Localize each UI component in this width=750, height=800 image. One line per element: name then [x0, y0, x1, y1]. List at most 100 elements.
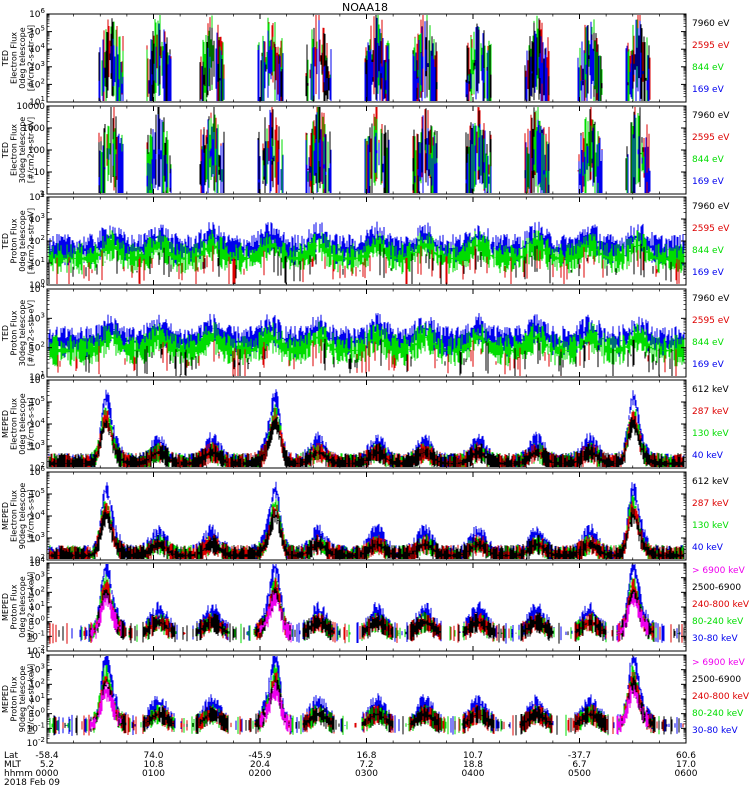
- series-trace: [85, 337, 673, 376]
- x-tick-hhmm: 0000: [36, 769, 59, 779]
- x-tick-mlt: 17.0: [676, 760, 696, 770]
- chart-title: NOAA18: [341, 1, 389, 14]
- legend-label: 612 keV: [692, 385, 729, 395]
- legend-label: 80-240 keV: [692, 617, 744, 627]
- y-tick-label: 100: [28, 146, 45, 156]
- legend-label: 169 eV: [692, 268, 725, 278]
- y-axis-label: MEPED Proton Flux 90deg telescope [#/cm2-s-…: [1, 664, 36, 735]
- y-axis-label-line: TED: [1, 50, 10, 67]
- legend-label: 844 eV: [692, 63, 725, 73]
- x-tick-lat: 16.8: [356, 751, 376, 761]
- legend-label: 2595 eV: [692, 133, 730, 143]
- legend-label: > 6900 keV: [692, 658, 746, 668]
- y-axis-label-line: MEPED: [1, 410, 10, 438]
- y-axis-label-line: 0deg telescope: [18, 576, 27, 637]
- x-tick-hhmm: 0600: [675, 769, 698, 779]
- x-tick-lat: -58.4: [35, 751, 59, 761]
- series-trace: [89, 681, 649, 735]
- y-tick-label: 10000: [16, 102, 45, 112]
- y-tick-label: 10: [34, 168, 46, 178]
- legend-label: 2595 eV: [692, 41, 730, 51]
- series-trace: [48, 416, 685, 467]
- legend-label: 130 keV: [692, 521, 729, 531]
- legend-label: 844 eV: [692, 338, 725, 348]
- legend-label: 130 keV: [692, 429, 729, 439]
- y-axis-label-line: TED: [1, 233, 10, 250]
- legend-label: 2500-6900: [692, 583, 741, 593]
- legend-label: 30-80 keV: [692, 726, 738, 736]
- legend-label: 240-800 keV: [692, 692, 750, 702]
- y-axis-label-line: [#/cm2-s-str-keV]: [27, 572, 36, 643]
- legend-label: 7960 eV: [692, 111, 730, 121]
- y-axis-label-line: [#/cm2-s-str]: [27, 489, 36, 542]
- y-axis-label-line: [#/cm2-s-str-eV]: [27, 25, 36, 91]
- y-axis-label-line: Proton Flux: [10, 218, 19, 263]
- y-tick-label: 1000: [22, 124, 45, 134]
- y-axis-label-line: [#/cm2-s-str-keV]: [27, 664, 36, 735]
- x-tick-lat: 10.7: [463, 751, 483, 761]
- y-axis-label: MEPED Proton Flux 0deg telescope [#/cm2-s-s…: [1, 572, 36, 643]
- series-trace: [98, 17, 650, 101]
- y-axis-label-line: [#/cm2-s-str-eV]: [27, 208, 36, 274]
- y-axis-label-line: 0deg telescope: [18, 393, 27, 454]
- legend-label: 844 eV: [692, 246, 725, 256]
- y-axis-label-line: Electron Flux: [10, 398, 19, 450]
- y-axis-label: MEPED Electron Flux 0deg telescope [#/cm2-s…: [1, 393, 36, 454]
- y-axis-label: MEPED Electron Flux 90deg telescope [#/cm2-…: [1, 483, 36, 550]
- y-axis-label-line: 0deg telescope: [18, 27, 27, 88]
- x-tick-hhmm: 0200: [249, 769, 272, 779]
- series-trace: [48, 229, 685, 275]
- x-tick-lat: 74.0: [143, 751, 163, 761]
- legend-label: 844 eV: [692, 155, 725, 165]
- y-axis-label-line: Proton Flux: [10, 310, 19, 355]
- y-axis-label-line: [#/cm2-s-str]: [27, 397, 36, 450]
- y-axis-label-line: [#/cm2-s-str-eV]: [27, 300, 36, 366]
- x-tick-lat: 60.6: [676, 751, 696, 761]
- x-tick-hhmm: 0400: [462, 769, 485, 779]
- legend-label: 7960 eV: [692, 19, 730, 29]
- legend-label: 169 eV: [692, 177, 725, 187]
- x-tick-mlt: 5.2: [40, 760, 54, 770]
- y-axis-label: TED Proton Flux 0deg telescope [#/cm2-s-str…: [1, 208, 36, 274]
- legend-label: 169 eV: [692, 85, 725, 95]
- legend-label: 2595 eV: [692, 224, 730, 234]
- legend-label: 80-240 keV: [692, 709, 744, 719]
- series-trace: [98, 109, 651, 193]
- y-axis-label-line: 30deg telescope: [18, 117, 27, 184]
- x-tick-mlt: 10.8: [143, 760, 163, 770]
- y-tick-label: 1: [39, 190, 45, 200]
- x-tick-mlt: 20.4: [250, 760, 270, 770]
- legend-label: 2595 eV: [692, 316, 730, 326]
- legend-label: 40 keV: [692, 543, 724, 553]
- x-tick-mlt: 18.8: [463, 760, 483, 770]
- x-axis-row-label: 2018 Feb 09: [4, 778, 60, 788]
- y-axis-label-line: MEPED: [1, 685, 10, 713]
- y-axis-label: TED Electron Flux 30deg telescope [#/cm2-s-…: [1, 117, 36, 184]
- series-trace: [89, 592, 649, 643]
- y-axis-label-line: 0deg telescope: [18, 210, 27, 271]
- y-axis-label-line: Proton Flux: [10, 584, 19, 629]
- y-axis-label-line: Electron Flux: [10, 124, 19, 176]
- y-axis-label-line: 90deg telescope: [18, 666, 27, 733]
- legend-label: 40 keV: [692, 451, 724, 461]
- y-axis-label-line: MEPED: [1, 502, 10, 530]
- series-trace: [56, 245, 680, 284]
- x-tick-mlt: 6.7: [572, 760, 586, 770]
- y-axis-label-line: 30deg telescope: [18, 300, 27, 367]
- x-tick-mlt: 7.2: [359, 760, 373, 770]
- x-tick-hhmm: 0100: [142, 769, 165, 779]
- x-axis-row-label: hhmm: [4, 769, 33, 779]
- legend-label: 240-800 keV: [692, 600, 750, 610]
- y-tick-label: 104: [29, 190, 45, 203]
- legend-label: 7960 eV: [692, 294, 730, 304]
- y-axis-label-line: Proton Flux: [10, 676, 19, 721]
- y-axis-label-line: Electron Flux: [10, 32, 19, 84]
- y-axis-label-line: [#/cm2-s-str-eV]: [27, 117, 36, 183]
- legend-label: 287 keV: [692, 407, 729, 417]
- x-axis-row-label: Lat: [4, 751, 19, 761]
- y-axis-label-line: Electron Flux: [10, 490, 19, 542]
- y-tick-label: 10-2: [27, 736, 45, 749]
- x-tick-hhmm: 0300: [355, 769, 378, 779]
